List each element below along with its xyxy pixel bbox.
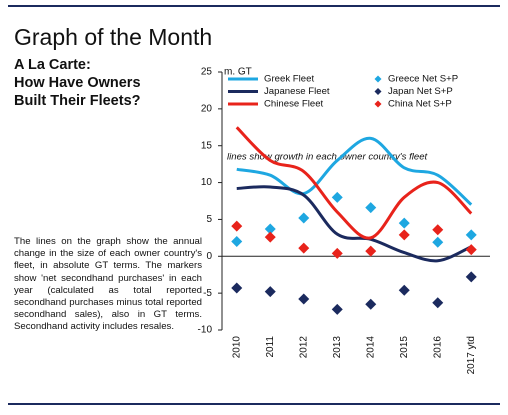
page-title: Graph of the Month <box>14 24 213 50</box>
diamond-marker <box>398 217 410 229</box>
diamond-marker <box>432 236 444 248</box>
diamond-marker <box>398 229 410 241</box>
diamond-marker <box>465 229 477 241</box>
heading: A La Carte: How Have Owners Built Their … <box>14 56 141 110</box>
diamond-marker <box>264 231 276 243</box>
diamond-marker <box>264 223 276 235</box>
line <box>236 185 472 263</box>
diamond-marker <box>465 271 477 283</box>
line <box>236 136 473 206</box>
diamond-marker <box>331 191 343 203</box>
diamond-marker <box>264 286 276 298</box>
y-tick-label: -10 <box>198 325 213 336</box>
diamond-marker <box>398 284 410 296</box>
diamond-marker <box>365 298 377 310</box>
heading-line: A La Carte: <box>14 57 91 73</box>
legend-label: Japanese Fleet <box>264 86 330 97</box>
heading-line: How Have Owners <box>14 75 141 91</box>
diamond-marker <box>231 236 243 248</box>
diamond-marker <box>365 202 377 214</box>
legend-label: Greek Fleet <box>264 74 314 85</box>
diamond-marker <box>231 220 243 232</box>
legend-label: Japan Net S+P <box>388 86 453 97</box>
y-axis-label: m. GT <box>224 67 252 78</box>
legend-swatch <box>374 88 382 95</box>
line <box>235 126 473 240</box>
diamond-marker <box>465 244 477 256</box>
diamond-marker <box>365 245 377 257</box>
x-tick-label: 2017 ytd <box>466 336 477 374</box>
heading-line: Built Their Fleets? <box>14 93 141 109</box>
diamond-marker <box>331 303 343 315</box>
top-rule <box>8 5 500 7</box>
x-tick-label: 2014 <box>365 336 376 359</box>
y-tick-label: 0 <box>206 251 212 262</box>
y-tick-label: 25 <box>201 67 213 78</box>
legend-label: China Net S+P <box>388 99 452 110</box>
annotation: lines show growth in each owner country'… <box>227 152 428 163</box>
legend-swatch <box>374 75 382 83</box>
diamond-marker <box>298 212 310 224</box>
diamond-marker <box>298 242 310 254</box>
x-tick-label: 2016 <box>432 336 443 359</box>
y-tick-label: 20 <box>201 103 213 114</box>
x-tick-label: 2013 <box>332 336 343 359</box>
legend-label: Chinese Fleet <box>264 99 324 110</box>
y-tick-label: -5 <box>203 288 212 299</box>
legend-swatch <box>374 100 382 108</box>
description: The lines on the graph show the annual c… <box>14 236 202 333</box>
x-tick-label: 2010 <box>231 336 242 359</box>
x-tick-label: 2011 <box>265 336 276 358</box>
diamond-marker <box>331 247 343 259</box>
diamond-marker <box>298 293 310 305</box>
y-tick-label: 10 <box>201 177 213 188</box>
diamond-marker <box>231 282 243 294</box>
y-tick-label: 5 <box>206 214 212 225</box>
diamond-marker <box>432 224 444 236</box>
legend-label: Greece Net S+P <box>388 74 458 85</box>
x-tick-label: 2015 <box>399 336 410 359</box>
y-tick-label: 15 <box>201 140 213 151</box>
diamond-marker <box>432 297 444 309</box>
bottom-rule <box>8 403 500 405</box>
x-tick-label: 2012 <box>298 336 309 359</box>
